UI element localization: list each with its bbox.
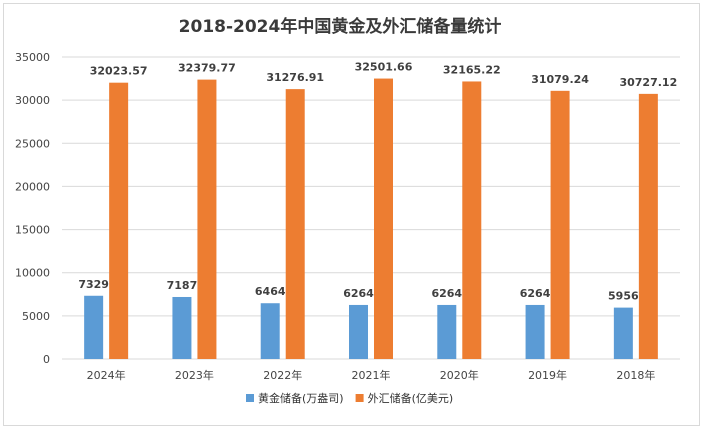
legend-label: 黄金储备(万盎司) <box>258 391 344 405</box>
bar <box>285 89 305 360</box>
bar <box>525 304 545 359</box>
bar <box>349 304 368 359</box>
y-tick-label: 20000 <box>15 180 50 193</box>
data-label: 6264 <box>520 287 551 300</box>
bar <box>638 93 658 360</box>
grid-lines <box>62 56 680 360</box>
data-label: 7187 <box>167 279 198 292</box>
x-tick-label: 2024年 <box>87 368 126 382</box>
data-label: 7329 <box>78 278 109 291</box>
y-tick-label: 35000 <box>15 51 50 64</box>
bar <box>84 295 104 359</box>
y-tick-label: 25000 <box>15 137 50 150</box>
legend-swatch <box>246 394 254 402</box>
data-label: 32501.66 <box>355 61 413 74</box>
legend: 黄金储备(万盎司) 外汇储备(亿美元) <box>246 391 453 405</box>
x-tick-label: 2022年 <box>263 368 302 382</box>
y-tick-label: 30000 <box>15 94 50 107</box>
data-label: 32379.77 <box>178 62 236 75</box>
bar <box>550 90 570 359</box>
chart-title: 2018-2024年中国黄金及外汇储备量统计 <box>179 16 502 37</box>
x-tick-label: 2018年 <box>616 368 655 382</box>
data-label: 6264 <box>431 287 462 300</box>
legend-swatch <box>355 394 364 402</box>
x-tick-label: 2023年 <box>175 368 214 382</box>
y-tick-label: 10000 <box>15 267 50 280</box>
data-label: 32165.22 <box>443 63 501 76</box>
x-tick-label: 2021年 <box>352 368 391 382</box>
x-tick-label: 2019年 <box>528 368 567 382</box>
data-label: 6264 <box>343 287 374 300</box>
bar <box>109 82 129 359</box>
data-label: 31079.24 <box>531 73 589 86</box>
bar <box>260 303 280 359</box>
y-tick-label: 15000 <box>15 224 50 237</box>
y-tick-label: 0 <box>43 353 50 366</box>
bar <box>462 81 482 360</box>
data-label: 6464 <box>255 285 286 298</box>
y-axis-ticks: 0 5000 10000 15000 20000 25000 30000 35000 <box>15 51 50 366</box>
data-label: 5956 <box>608 290 639 303</box>
bar <box>374 78 393 360</box>
bar <box>172 296 192 359</box>
bar <box>613 307 633 359</box>
data-label: 30727.12 <box>619 76 677 89</box>
legend-label: 外汇储备(亿美元) <box>368 391 454 405</box>
x-axis-ticks: 2024年 2023年 2022年 2021年 2020年 2019年 2018年 <box>87 368 656 382</box>
x-tick-label: 2020年 <box>440 368 479 382</box>
y-tick-label: 5000 <box>22 310 50 323</box>
bar <box>437 304 457 359</box>
bars: 7329 32023.57 7187 32379.77 6464 31276.91 6264… <box>78 61 677 360</box>
bar <box>197 79 217 360</box>
data-label: 32023.57 <box>90 65 148 78</box>
data-label: 31276.91 <box>266 71 324 84</box>
